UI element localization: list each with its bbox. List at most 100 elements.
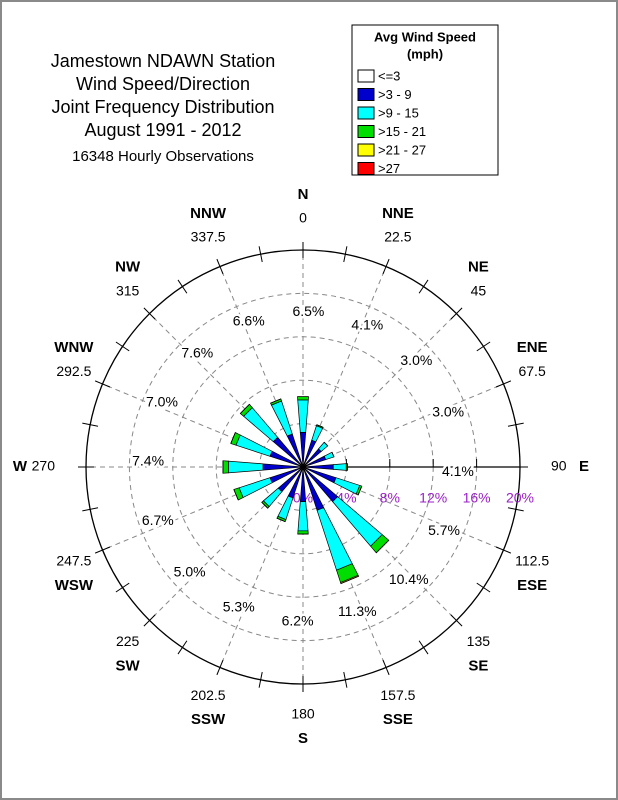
direction-total: 6.7% xyxy=(142,512,174,528)
degree-label: 225 xyxy=(116,633,140,649)
direction-total: 7.4% xyxy=(132,452,164,468)
compass-tick xyxy=(258,246,263,263)
compass-tick xyxy=(82,507,99,512)
compass-tick xyxy=(94,380,111,388)
wind-segment xyxy=(276,517,286,523)
compass-tick xyxy=(507,507,524,512)
degree-label: 337.5 xyxy=(191,229,226,245)
degree-label: 45 xyxy=(471,282,487,298)
legend-label: >15 - 21 xyxy=(378,124,426,139)
wind-segment xyxy=(316,424,324,428)
chart-subtitle: 16348 Hourly Observations xyxy=(72,148,254,165)
wind-segment xyxy=(270,398,282,404)
wind-segment xyxy=(230,432,236,444)
radial-tick-label: 8% xyxy=(380,490,400,506)
legend-swatch xyxy=(357,69,375,83)
compass-tick xyxy=(418,640,429,655)
direction-label: SSW xyxy=(191,711,226,728)
compass-tick xyxy=(216,659,224,676)
legend-swatch xyxy=(357,125,375,138)
compass-tick xyxy=(94,546,111,554)
radial-tick-label: 12% xyxy=(419,490,447,506)
degree-label: 135 xyxy=(467,633,491,649)
direction-label: ESE xyxy=(517,577,547,594)
compass-tick xyxy=(343,671,348,688)
wind-segment xyxy=(297,530,309,535)
compass-tick xyxy=(177,640,188,655)
wind-segment xyxy=(297,396,309,401)
legend-title: Avg Wind Speed xyxy=(374,29,476,44)
compass-tick xyxy=(476,341,491,352)
legend-swatch xyxy=(357,162,375,175)
wind-segment xyxy=(340,575,359,584)
chart-title: Wind Speed/Direction xyxy=(76,74,250,94)
wind-segment xyxy=(331,452,335,458)
compass-tick xyxy=(495,380,512,388)
legend-swatch xyxy=(357,143,375,157)
compass-tick xyxy=(495,546,512,554)
wind-segment xyxy=(222,460,229,474)
legend-label: <=3 xyxy=(378,68,400,83)
direction-label: SSE xyxy=(383,711,413,728)
legend-label: >21 - 27 xyxy=(378,142,426,157)
radial-tick-label: 20% xyxy=(506,490,534,506)
direction-label: W xyxy=(13,458,28,475)
degree-label: 112.5 xyxy=(515,553,549,569)
legend-swatch xyxy=(357,106,375,120)
degree-label: 315 xyxy=(116,282,140,298)
wind-segment xyxy=(376,540,390,554)
direction-total: 10.4% xyxy=(389,571,429,587)
compass-tick xyxy=(115,582,130,593)
wind-segment xyxy=(323,442,328,447)
compass-tick xyxy=(418,279,429,294)
direction-label: NW xyxy=(115,259,141,276)
degree-label: 180 xyxy=(291,706,315,722)
direction-total: 4.1% xyxy=(351,317,383,333)
chart-title: Jamestown NDAWN Station xyxy=(51,51,275,71)
legend-title: (mph) xyxy=(407,46,443,61)
wind-segment xyxy=(357,485,363,496)
compass-tick xyxy=(382,258,390,275)
degree-label: 157.5 xyxy=(380,687,415,703)
spoke xyxy=(302,383,504,468)
compass-tick xyxy=(216,258,224,275)
direction-label: N xyxy=(298,186,309,203)
legend-box xyxy=(351,24,499,176)
compass-tick xyxy=(450,307,463,320)
degree-label: 292.5 xyxy=(56,363,91,379)
direction-label: SE xyxy=(468,657,488,674)
compass-tick xyxy=(82,422,99,427)
radial-tick-label: 16% xyxy=(463,490,491,506)
compass-tick xyxy=(177,279,188,294)
direction-total: 3.0% xyxy=(400,352,432,368)
wind-segment xyxy=(332,463,347,471)
wind-segment xyxy=(240,404,250,414)
compass-tick xyxy=(476,582,491,593)
degree-label: 202.5 xyxy=(191,687,226,703)
degree-label: 90 xyxy=(551,458,567,474)
chart-title: August 1991 - 2012 xyxy=(84,120,241,140)
wind-segment xyxy=(261,501,269,509)
direction-total: 11.3% xyxy=(338,603,377,619)
direction-total: 7.0% xyxy=(146,393,178,409)
direction-label: S xyxy=(298,730,308,747)
direction-total: 6.6% xyxy=(233,313,265,329)
direction-label: SW xyxy=(116,657,141,674)
compass-tick xyxy=(143,614,156,627)
legend-swatch xyxy=(357,88,375,101)
direction-total: 3.0% xyxy=(432,403,464,419)
compass-tick xyxy=(343,246,348,263)
legend-label: >27 xyxy=(378,161,400,176)
direction-label: NE xyxy=(468,259,489,276)
degree-label: 22.5 xyxy=(384,229,411,245)
spoke xyxy=(302,313,457,468)
direction-total: 6.2% xyxy=(282,613,314,629)
direction-label: WNW xyxy=(54,339,94,356)
legend-label: >3 - 9 xyxy=(378,87,412,102)
degree-label: 270 xyxy=(32,458,56,474)
direction-label: NNW xyxy=(190,205,227,222)
degree-label: 247.5 xyxy=(56,553,91,569)
direction-label: NNE xyxy=(382,205,414,222)
